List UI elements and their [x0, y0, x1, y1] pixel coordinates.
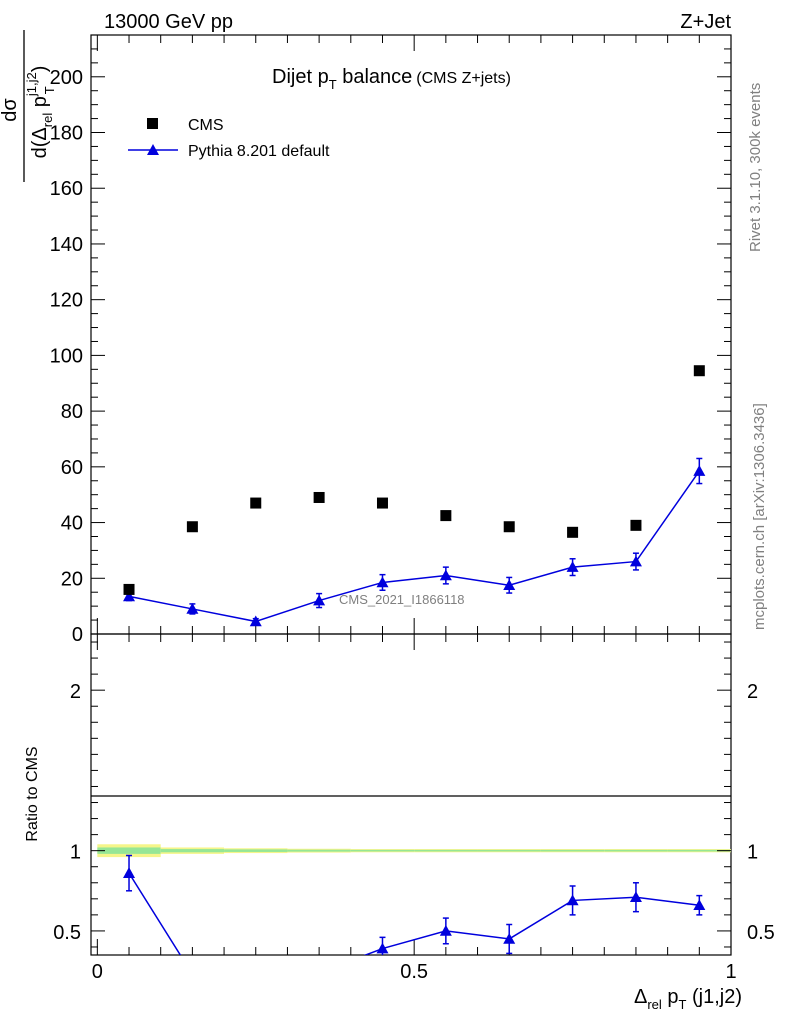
legend-cms-marker: [147, 118, 158, 129]
legend-pythia-marker: [147, 144, 159, 155]
ratio-plot-data: [123, 854, 706, 1000]
legend-pythia-label: Pythia 8.201 default: [188, 143, 330, 160]
ratio-band-inner: [160, 849, 225, 853]
ratio-band-inner: [97, 847, 161, 854]
ratio-pythia-point: [503, 932, 516, 944]
cms-point: [250, 497, 262, 509]
svg-text:d(Δrel pj1,j2T): d(Δrel pj1,j2 T): [24, 66, 57, 159]
cms-point: [123, 583, 135, 595]
main-y-tick-label: 160: [50, 178, 83, 200]
pythia-point: [439, 569, 452, 581]
pythia-point: [629, 555, 642, 567]
pythia-point: [503, 579, 516, 591]
ratio-pythia-line: [128, 872, 700, 955]
ratio-band-inner: [287, 849, 351, 852]
ratio-pythia-point: [313, 967, 325, 978]
main-panel-frame: [90, 34, 732, 635]
pythia-point: [313, 594, 326, 606]
cms-point: [440, 510, 452, 522]
ratio-pythia-point: [629, 891, 642, 903]
ratio-y-tick-label: 2: [70, 681, 81, 703]
legend: CMS Pythia 8.201 default: [128, 117, 330, 160]
ratio-y-tick-label: 1: [70, 842, 81, 864]
y-axis-label-main: dσ d(Δrel pj1,j2 T): [0, 30, 57, 182]
ratio-band-inner: [667, 849, 731, 852]
ratio-band-inner: [477, 849, 541, 852]
header-right: Z+Jet: [680, 11, 731, 33]
ratio-pythia-point: [439, 924, 452, 936]
ratio-band-inner: [350, 849, 415, 852]
main-y-tick-label: 0: [72, 624, 83, 646]
main-y-tick-label: 60: [61, 457, 83, 479]
main-axis-ticks: 0 20 40 60 80 100 120 140 160 180 200: [50, 34, 732, 646]
main-y-tick-label: 20: [61, 568, 83, 590]
mcplots-label: mcplots.cern.ch [arXiv:1306.3436]: [751, 403, 768, 630]
pythia-point: [186, 602, 199, 614]
main-y-tick-label: 180: [50, 123, 83, 145]
ratio-pythia-point: [693, 899, 706, 911]
plot-title: Dijet pT balance (CMS Z+jets): [272, 66, 511, 92]
main-plot-data: [123, 365, 706, 627]
ratio-pythia-point: [566, 894, 579, 906]
ratio-band-inner: [224, 849, 288, 852]
pythia-point: [249, 615, 262, 627]
ratio-y-tick-label: 0.5: [53, 922, 81, 944]
ratio-panel-frame: [90, 633, 732, 956]
ratio-y-tick-label-right: 0.5: [747, 922, 775, 944]
legend-cms-label: CMS: [188, 117, 224, 134]
pythia-point: [123, 590, 136, 602]
cms-point: [186, 521, 198, 533]
pythia-point: [566, 561, 579, 572]
ratio-band-inner: [414, 849, 478, 852]
ratio-band-inner: [540, 849, 605, 852]
analysis-watermark: CMS_2021_I1866118: [339, 592, 465, 607]
main-y-tick-label: 140: [50, 234, 83, 256]
ratio-pythia-point: [123, 867, 136, 878]
main-y-tick-label: 100: [50, 345, 83, 367]
main-y-tick-label: 200: [50, 67, 83, 89]
ratio-y-tick-label-right: 2: [747, 681, 758, 703]
main-y-tick-label: 120: [50, 290, 83, 312]
ratio-y-tick-label-right: 1: [747, 842, 758, 864]
main-y-tick-label: 80: [61, 401, 83, 423]
pythia-point: [693, 465, 706, 476]
cms-point: [567, 526, 579, 538]
cms-point: [376, 497, 388, 509]
ratio-band-inner: [604, 849, 668, 852]
y-axis-label-ratio: Ratio to CMS: [24, 746, 41, 841]
svg-text:dσ: dσ: [0, 98, 21, 122]
ratio-uncertainty-band: [97, 844, 731, 858]
cms-point: [693, 365, 705, 377]
x-tick-label: 0: [92, 961, 103, 983]
pythia-point: [376, 576, 389, 588]
x-tick-label: 0.5: [400, 961, 428, 983]
rivet-label: Rivet 3.1.10, 300k events: [747, 83, 764, 252]
header-left: 13000 GeV pp: [104, 11, 233, 33]
x-tick-label: 1: [725, 961, 736, 983]
main-y-tick-label: 40: [61, 513, 83, 535]
cms-point: [313, 491, 325, 503]
cms-point: [630, 519, 642, 531]
ratio-axis-ticks: 0.5 0.5 1 1 2 2 0 0.5 1: [53, 634, 775, 983]
ratio-pythia-point: [376, 942, 389, 954]
ratio-pythia-point: [250, 989, 262, 1000]
pythia-line: [128, 470, 700, 623]
cms-point: [503, 521, 515, 533]
ratio-pythia-point: [186, 968, 198, 979]
x-axis-label: Δrel pT (j1,j2): [634, 986, 742, 1012]
